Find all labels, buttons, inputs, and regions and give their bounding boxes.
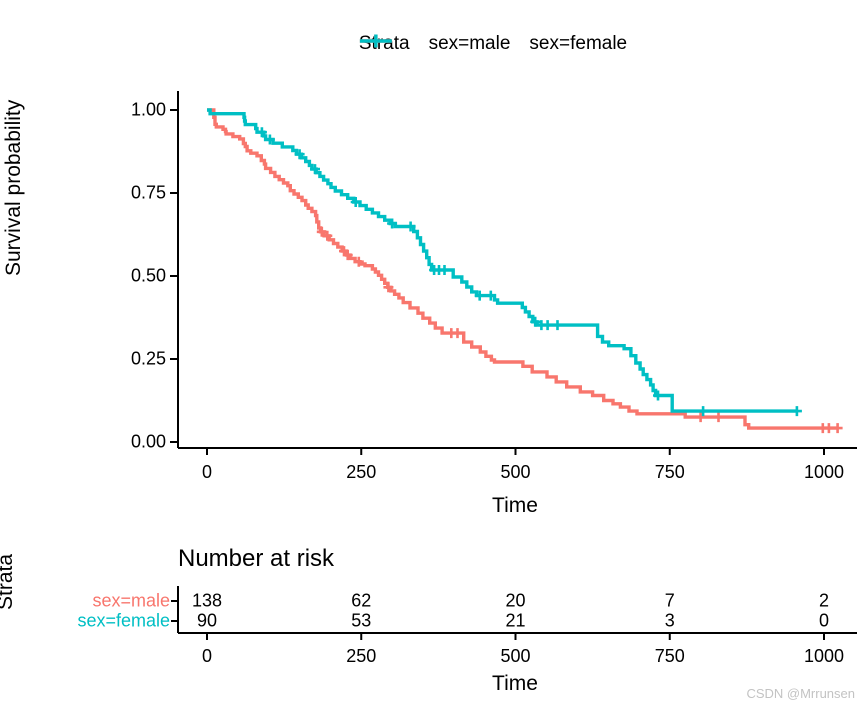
risk-count-female: 90 (196, 610, 218, 631)
censor-marks-male (316, 226, 843, 434)
legend-title: Strata (358, 33, 410, 54)
survival-curve-female (207, 108, 797, 413)
y-tick-label: 0.25 (130, 348, 166, 369)
risk-table-xlabel: Time (492, 672, 538, 695)
risk-count-male: 62 (351, 590, 372, 611)
censor-marks-female (256, 127, 802, 417)
risk-row-label-female: sex=female (77, 610, 170, 631)
risk-row-label-male: sex=male (92, 590, 170, 611)
risk-x-tick-label: 250 (346, 646, 377, 666)
risk-count-female: 21 (505, 610, 526, 631)
risk-x-tick-label: 1000 (803, 646, 845, 666)
x-tick-label: 750 (654, 462, 685, 482)
risk-count-male: 7 (664, 590, 675, 611)
legend: Strata sex=male sex=female (359, 33, 627, 55)
y-tick-label: 0.00 (130, 431, 166, 452)
risk-count-male: 20 (505, 590, 526, 611)
y-axis-title: Survival probability (2, 99, 25, 276)
x-tick-label: 250 (346, 462, 377, 482)
y-tick-label: 0.75 (130, 182, 166, 203)
risk-count-female: 0 (818, 610, 830, 631)
risk-x-tick-label: 750 (654, 646, 685, 666)
risk-count-male: 138 (191, 590, 223, 611)
risk-table-ylabel: Strata (0, 553, 17, 610)
risk-count-female: 53 (351, 610, 372, 631)
y-tick-label: 1.00 (130, 99, 166, 120)
risk-x-tick-label: 500 (500, 646, 531, 666)
watermark: CSDN @Mrrunsen (746, 686, 855, 701)
risk-table-title: Number at risk (178, 545, 335, 572)
legend-item-female: sex=female (359, 33, 628, 55)
legend-item-male: sex=male (359, 33, 511, 55)
risk-count-male: 2 (818, 590, 830, 611)
legend-label-female: sex=female (529, 33, 628, 54)
legend-label-male: sex=male (428, 33, 511, 54)
y-tick-label: 0.50 (130, 265, 166, 286)
risk-x-tick-label: 0 (201, 646, 213, 666)
x-tick-label: 500 (500, 462, 531, 482)
x-tick-label: 1000 (803, 462, 845, 482)
survival-curve-male (207, 108, 838, 430)
x-tick-label: 0 (201, 462, 213, 482)
x-axis-title: Time (492, 494, 538, 517)
risk-count-female: 3 (664, 610, 675, 631)
